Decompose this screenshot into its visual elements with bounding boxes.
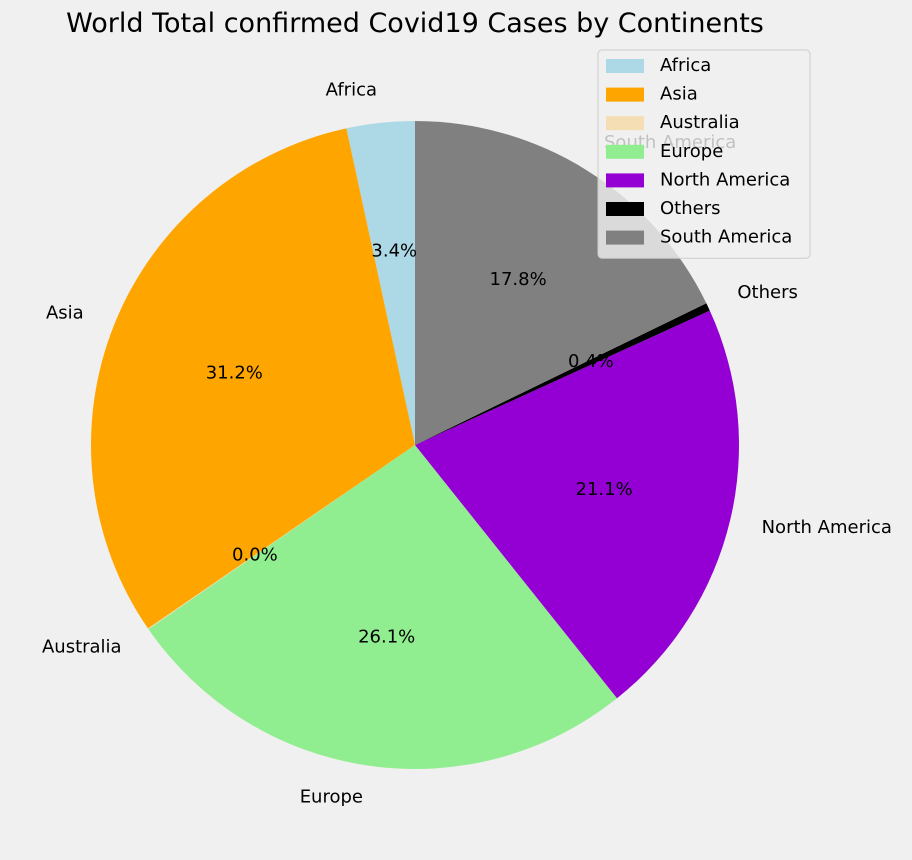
legend-swatch-north-america	[606, 173, 644, 188]
pct-label-north-america: 21.1%	[576, 479, 633, 500]
legend-label-australia: Australia	[660, 112, 740, 133]
pie-slice-north-america	[415, 310, 739, 699]
legend-swatch-south-america	[606, 230, 644, 245]
legend-swatch-australia	[606, 116, 644, 131]
legend: Africa Asia Australia Europe North America Ot…	[597, 49, 811, 259]
slice-label-africa: Africa	[326, 80, 377, 101]
slice-label-asia: Asia	[46, 303, 84, 324]
slice-label-australia: Australia	[42, 636, 122, 657]
pie-slice-africa	[346, 121, 415, 445]
legend-label-others: Others	[660, 198, 721, 219]
pie-slice-australia	[148, 445, 415, 630]
pct-label-australia: 0.0%	[232, 544, 278, 565]
legend-label-south-america: South America	[660, 227, 792, 248]
legend-box	[597, 49, 811, 259]
legend-swatch-africa	[606, 59, 644, 73]
legend-label-africa: Africa	[660, 55, 711, 76]
legend-swatch-europe	[606, 144, 644, 159]
pct-label-south-america: 17.8%	[490, 269, 547, 290]
legend-label-europe: Europe	[660, 141, 723, 162]
slice-label-europe: Europe	[300, 787, 363, 808]
pct-label-others: 0.4%	[568, 351, 614, 372]
pie-slice-asia	[91, 128, 415, 629]
legend-swatch-others	[606, 202, 644, 216]
pie-slices	[91, 121, 739, 769]
pie-slice-others	[415, 303, 710, 445]
slice-label-others: Others	[737, 282, 798, 303]
pct-label-europe: 26.1%	[358, 626, 415, 647]
legend-swatch-asia	[606, 87, 644, 102]
pie-slice-south-america	[415, 121, 707, 445]
pct-label-africa: 3.4%	[371, 241, 417, 262]
legend-label-north-america: North America	[660, 169, 790, 190]
legend-label-asia: Asia	[660, 84, 698, 105]
pct-label-asia: 31.2%	[206, 362, 263, 383]
chart-title: World Total confirmed Covid19 Cases by C…	[66, 8, 764, 39]
pie-slice-europe	[148, 445, 618, 769]
slice-label-north-america: North America	[762, 517, 892, 538]
